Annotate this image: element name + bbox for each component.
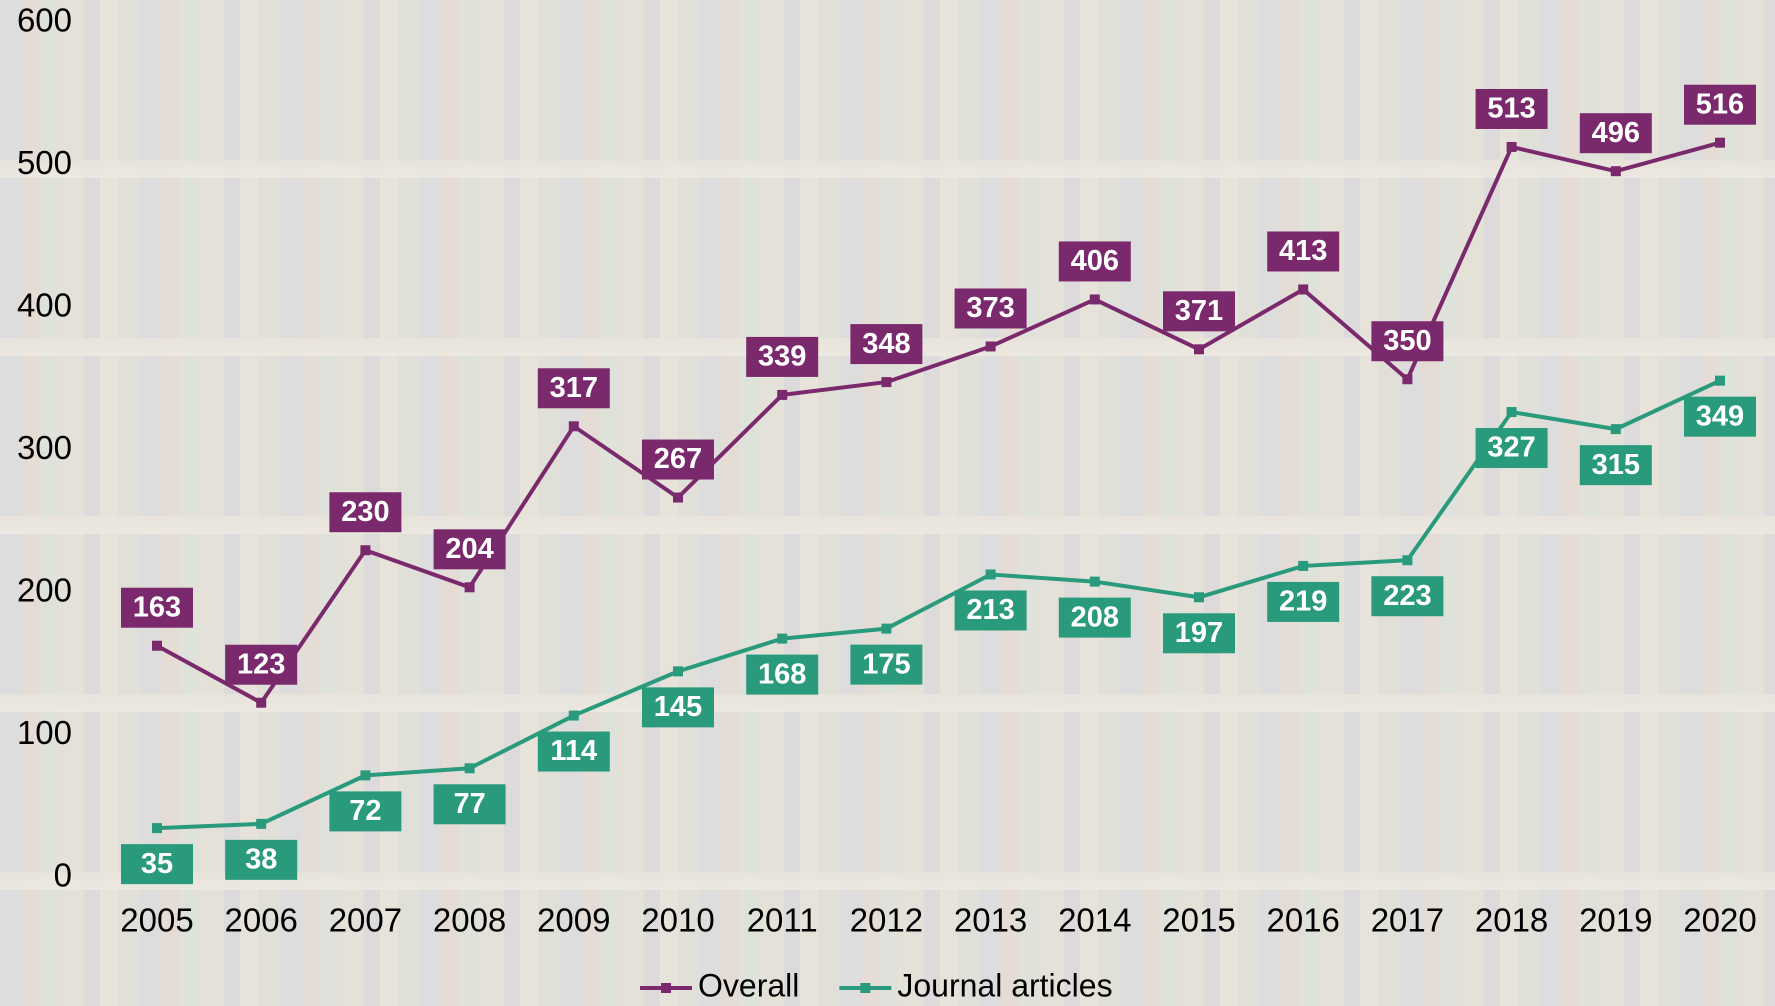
x-tick-label: 2020 xyxy=(1683,902,1756,939)
point-marker xyxy=(986,341,996,351)
point-marker xyxy=(986,569,996,579)
y-tick-label: 0 xyxy=(54,857,72,894)
y-tick-label: 600 xyxy=(17,2,72,39)
point-marker xyxy=(1298,561,1308,571)
point-marker xyxy=(1194,592,1204,602)
data-label: 513 xyxy=(1487,93,1535,125)
point-marker xyxy=(465,582,475,592)
data-label: 163 xyxy=(133,591,181,623)
data-label: 197 xyxy=(1175,617,1223,649)
point-marker xyxy=(1715,138,1725,148)
x-tick-label: 2008 xyxy=(433,902,506,939)
data-label: 317 xyxy=(550,372,598,404)
point-marker xyxy=(1402,374,1412,384)
data-label: 267 xyxy=(654,443,702,475)
data-label: 496 xyxy=(1592,117,1640,149)
x-tick-label: 2017 xyxy=(1371,902,1444,939)
data-label: 350 xyxy=(1383,325,1431,357)
y-tick-label: 400 xyxy=(17,287,72,324)
point-marker xyxy=(152,823,162,833)
data-label: 72 xyxy=(349,795,381,827)
data-label: 230 xyxy=(341,496,389,528)
point-marker xyxy=(1298,284,1308,294)
data-label: 213 xyxy=(966,594,1014,626)
data-label: 145 xyxy=(654,691,702,723)
legend-marker xyxy=(860,983,870,993)
point-marker xyxy=(256,698,266,708)
y-tick-label: 500 xyxy=(17,144,72,181)
x-tick-label: 2013 xyxy=(954,902,1027,939)
data-label: 175 xyxy=(862,648,910,680)
data-label: 413 xyxy=(1279,235,1327,267)
point-marker xyxy=(1194,344,1204,354)
point-marker xyxy=(1507,407,1517,417)
x-tick-label: 2016 xyxy=(1266,902,1339,939)
data-label: 371 xyxy=(1175,295,1223,327)
data-label: 339 xyxy=(758,341,806,373)
point-marker xyxy=(569,711,579,721)
data-label: 348 xyxy=(862,328,910,360)
data-label: 208 xyxy=(1071,601,1119,633)
data-label: 223 xyxy=(1383,580,1431,612)
data-label: 327 xyxy=(1487,432,1535,464)
x-tick-label: 2015 xyxy=(1162,902,1235,939)
data-label: 219 xyxy=(1279,586,1327,618)
point-marker xyxy=(1611,424,1621,434)
point-marker xyxy=(1507,142,1517,152)
data-label: 35 xyxy=(141,848,173,880)
x-tick-label: 2005 xyxy=(120,902,193,939)
y-tick-label: 300 xyxy=(17,429,72,466)
point-marker xyxy=(360,545,370,555)
data-label: 373 xyxy=(966,292,1014,324)
point-marker xyxy=(569,421,579,431)
data-label: 77 xyxy=(453,788,485,820)
y-tick-label: 100 xyxy=(17,714,72,751)
x-tick-label: 2010 xyxy=(641,902,714,939)
legend-label: Overall xyxy=(698,967,799,1003)
data-label: 349 xyxy=(1696,400,1744,432)
y-tick-label: 200 xyxy=(17,572,72,609)
point-marker xyxy=(360,770,370,780)
x-tick-label: 2014 xyxy=(1058,902,1131,939)
point-marker xyxy=(881,377,891,387)
point-marker xyxy=(1611,166,1621,176)
data-label: 123 xyxy=(237,648,285,680)
point-marker xyxy=(1090,577,1100,587)
x-tick-label: 2018 xyxy=(1475,902,1548,939)
x-tick-label: 2019 xyxy=(1579,902,1652,939)
chart-background: 0 100 200 300 400 500 600 2005 2006 2007 2008 2009 2… xyxy=(0,0,1775,1006)
x-tick-label: 2007 xyxy=(329,902,402,939)
point-marker xyxy=(777,634,787,644)
point-marker xyxy=(673,493,683,503)
legend-marker xyxy=(661,983,671,993)
point-marker xyxy=(465,763,475,773)
point-marker xyxy=(673,666,683,676)
legend-label: Journal articles xyxy=(897,967,1112,1003)
data-label: 204 xyxy=(445,533,493,565)
point-marker xyxy=(256,819,266,829)
x-tick-label: 2012 xyxy=(850,902,923,939)
x-tick-label: 2006 xyxy=(224,902,297,939)
data-label: 406 xyxy=(1071,245,1119,277)
point-marker xyxy=(777,390,787,400)
point-marker xyxy=(1402,555,1412,565)
data-label: 516 xyxy=(1696,88,1744,120)
data-label: 315 xyxy=(1592,449,1640,481)
chart: 0 100 200 300 400 500 600 2005 2006 2007 2008 2009 2… xyxy=(0,0,1775,1006)
point-marker xyxy=(152,641,162,651)
point-marker xyxy=(881,624,891,634)
x-tick-label: 2011 xyxy=(747,902,818,939)
point-marker xyxy=(1090,294,1100,304)
data-label: 168 xyxy=(758,658,806,690)
series-line xyxy=(157,143,1720,703)
data-label: 38 xyxy=(245,844,277,876)
point-marker xyxy=(1715,376,1725,386)
x-tick-label: 2009 xyxy=(537,902,610,939)
data-label: 114 xyxy=(550,735,597,767)
